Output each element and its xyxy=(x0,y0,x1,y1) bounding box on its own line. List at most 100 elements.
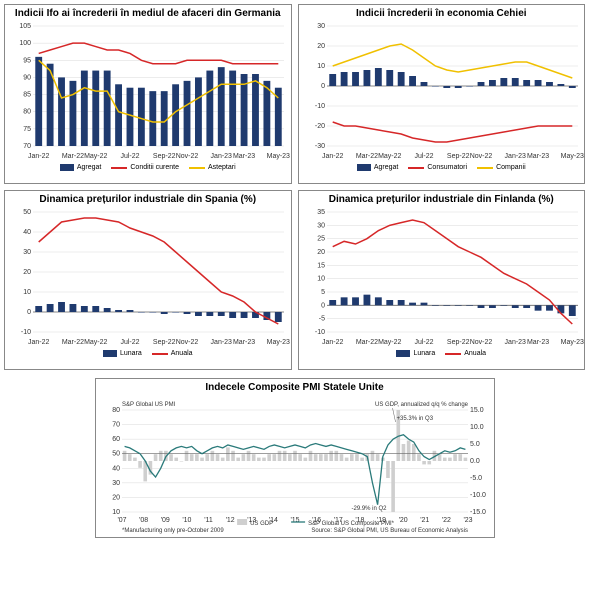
svg-text:105: 105 xyxy=(19,23,31,30)
svg-text:80: 80 xyxy=(112,407,120,414)
legend-conditii: Conditii curente xyxy=(130,164,179,171)
svg-text:Source: S&P Global PMI, US Bur: Source: S&P Global PMI, US Bureau of Eco… xyxy=(311,528,468,534)
svg-text:Nov-22: Nov-22 xyxy=(176,153,199,160)
legend-anuala: Anuala xyxy=(171,350,193,357)
svg-text:30: 30 xyxy=(23,249,31,256)
svg-text:-30: -30 xyxy=(314,143,324,150)
legend-asteptari: Asteptari xyxy=(208,164,236,171)
svg-text:80: 80 xyxy=(23,109,31,116)
chart-finland: Dinamica prețurilor industriale din Finl… xyxy=(298,190,586,370)
svg-text:40: 40 xyxy=(112,465,120,472)
svg-text:'08: '08 xyxy=(139,517,148,524)
svg-text:'15: '15 xyxy=(290,517,299,524)
svg-text:20: 20 xyxy=(23,269,31,276)
svg-text:20: 20 xyxy=(112,494,120,501)
svg-text:5.0: 5.0 xyxy=(470,441,480,448)
svg-text:Jul-22: Jul-22 xyxy=(120,339,139,346)
svg-text:Jan-22: Jan-22 xyxy=(28,153,50,160)
chart-germany-legend: Agregat Conditii curente Asteptari xyxy=(5,162,291,173)
chart-czech-legend: Agregat Consumatori Companii xyxy=(299,162,585,173)
svg-text:Nov-22: Nov-22 xyxy=(469,153,492,160)
legend-agregat: Agregat xyxy=(374,164,399,171)
svg-text:0.0: 0.0 xyxy=(470,458,480,465)
chart-germany: Indicii Ifo ai încrederii în mediul de a… xyxy=(4,4,292,184)
svg-text:'20: '20 xyxy=(398,517,407,524)
svg-text:50: 50 xyxy=(23,209,31,216)
svg-text:Mar-23: Mar-23 xyxy=(526,153,548,160)
svg-text:-29.9% in Q2: -29.9% in Q2 xyxy=(351,506,387,512)
chart-title: Indecele Composite PMI Statele Unite xyxy=(96,379,494,396)
svg-text:Jan-23: Jan-23 xyxy=(211,339,233,346)
chart-title: Dinamica prețurilor industriale din Span… xyxy=(5,191,291,208)
svg-text:-10: -10 xyxy=(21,329,31,336)
svg-text:Jul-22: Jul-22 xyxy=(414,153,433,160)
legend-consumatori: Consumatori xyxy=(427,164,467,171)
svg-text:'23: '23 xyxy=(463,517,472,524)
svg-text:*Manufacturing only pre-Octobe: *Manufacturing only pre-October 2009 xyxy=(122,528,224,534)
svg-text:Jan-23: Jan-23 xyxy=(504,339,526,346)
svg-text:0: 0 xyxy=(321,302,325,309)
legend-companii: Companii xyxy=(496,164,526,171)
chart-germany-svg: 707580859095100105Jan-22Mar-22May-22Jul-… xyxy=(5,22,290,162)
svg-text:35: 35 xyxy=(317,209,325,216)
svg-text:10: 10 xyxy=(112,509,120,516)
svg-text:Sep-22: Sep-22 xyxy=(446,339,469,346)
chart-pmi: Indecele Composite PMI Statele Unite S&P… xyxy=(95,378,495,538)
legend-agregat: Agregat xyxy=(77,164,102,171)
svg-text:S&P Global US PMI: S&P Global US PMI xyxy=(122,402,176,408)
chart-finland-legend: Lunara Anuala xyxy=(299,348,585,359)
svg-text:40: 40 xyxy=(23,229,31,236)
svg-text:95: 95 xyxy=(23,57,31,64)
svg-text:60: 60 xyxy=(112,436,120,443)
svg-text:Jul-22: Jul-22 xyxy=(120,153,139,160)
svg-text:May-22: May-22 xyxy=(84,153,107,160)
svg-text:15.0: 15.0 xyxy=(470,407,484,414)
chart-spain: Dinamica prețurilor industriale din Span… xyxy=(4,190,292,370)
svg-text:Nov-22: Nov-22 xyxy=(469,339,492,346)
svg-text:Sep-22: Sep-22 xyxy=(446,153,469,160)
svg-text:US GDP, annualized q/q % chang: US GDP, annualized q/q % change xyxy=(375,402,469,408)
svg-text:Jul-22: Jul-22 xyxy=(414,339,433,346)
svg-text:Sep-22: Sep-22 xyxy=(153,153,176,160)
svg-text:-10.0: -10.0 xyxy=(470,492,486,499)
svg-text:'12: '12 xyxy=(225,517,234,524)
svg-text:Nov-22: Nov-22 xyxy=(176,339,199,346)
chart-czech: Indicii încrederii în economia Cehiei -3… xyxy=(298,4,586,184)
svg-text:'22: '22 xyxy=(441,517,450,524)
svg-text:Mar-22: Mar-22 xyxy=(355,153,377,160)
svg-text:75: 75 xyxy=(23,126,31,133)
chart-title: Dinamica prețurilor industriale din Finl… xyxy=(299,191,585,208)
svg-text:US GDP: US GDP xyxy=(250,521,273,527)
svg-text:-10: -10 xyxy=(314,329,324,336)
chart-spain-svg: -1001020304050Jan-22Mar-22May-22Jul-22Se… xyxy=(5,208,290,348)
svg-text:30: 30 xyxy=(112,480,120,487)
svg-text:Jan-22: Jan-22 xyxy=(322,153,344,160)
svg-text:90: 90 xyxy=(23,74,31,81)
svg-text:'21: '21 xyxy=(420,517,429,524)
svg-text:70: 70 xyxy=(23,143,31,150)
svg-text:10: 10 xyxy=(317,276,325,283)
chart-finland-svg: -10-505101520253035Jan-22Mar-22May-22Jul… xyxy=(299,208,584,348)
svg-text:Sep-22: Sep-22 xyxy=(153,339,176,346)
svg-text:May-23: May-23 xyxy=(560,339,583,346)
svg-text:Jan-23: Jan-23 xyxy=(211,153,233,160)
legend-lunara: Lunara xyxy=(120,350,142,357)
svg-text:0: 0 xyxy=(321,83,325,90)
chart-title: Indicii Ifo ai încrederii în mediul de a… xyxy=(5,5,291,22)
svg-text:Mar-23: Mar-23 xyxy=(526,339,548,346)
svg-text:Jan-22: Jan-22 xyxy=(28,339,50,346)
svg-text:30: 30 xyxy=(317,23,325,30)
svg-text:10: 10 xyxy=(23,289,31,296)
svg-text:100: 100 xyxy=(19,40,31,47)
svg-text:May-22: May-22 xyxy=(84,339,107,346)
svg-text:-20: -20 xyxy=(314,123,324,130)
svg-text:'11: '11 xyxy=(204,517,213,524)
svg-text:'09: '09 xyxy=(160,517,169,524)
chart-title: Indicii încrederii în economia Cehiei xyxy=(299,5,585,22)
svg-text:Jan-23: Jan-23 xyxy=(504,153,526,160)
svg-text:May-23: May-23 xyxy=(560,153,583,160)
svg-text:Mar-22: Mar-22 xyxy=(355,339,377,346)
chart-pmi-svg: S&P Global US PMI US GDP, annualized q/q … xyxy=(96,396,494,534)
svg-text:S&P Global US Composite PMI*: S&P Global US Composite PMI* xyxy=(308,521,395,527)
svg-text:0: 0 xyxy=(27,309,31,316)
